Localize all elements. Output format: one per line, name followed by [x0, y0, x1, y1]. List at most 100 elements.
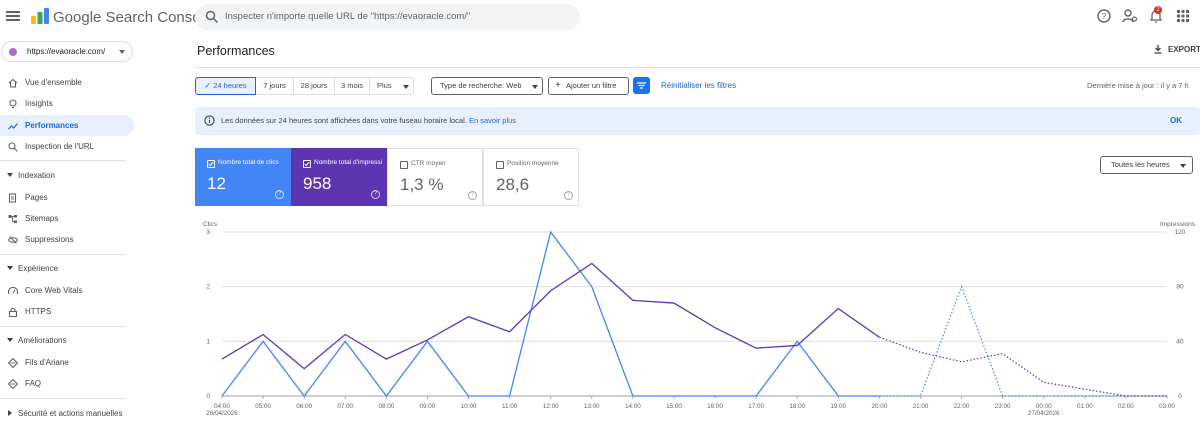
caret-down-icon — [7, 173, 13, 177]
help-icon[interactable]: ? — [1096, 8, 1112, 24]
diamond-icon — [8, 379, 18, 389]
sidebar-divider — [0, 254, 126, 255]
sidebar-item-performances[interactable]: Performances — [0, 115, 134, 136]
checkmark-icon: ✓ — [204, 81, 212, 90]
reset-filters-link[interactable]: Réinitialiser les filtres — [661, 81, 737, 90]
add-filter-button[interactable]: + Ajouter un filtre — [548, 77, 629, 95]
url-inspection-search[interactable]: Inspecter n'importe quelle URL de "https… — [195, 4, 580, 30]
sidebar-item-label: Inspection de l'URL — [25, 142, 95, 151]
sidebar-section-enhancements[interactable]: Améliorations — [0, 333, 130, 349]
sidebar-section-indexation[interactable]: Indexation — [0, 168, 130, 184]
range-7d-button[interactable]: 7 jours — [256, 77, 294, 95]
help-icon[interactable]: ? — [468, 191, 477, 200]
series-projection-clics — [879, 284, 1167, 397]
header-divider — [195, 67, 1200, 68]
export-button[interactable]: EXPORTI — [1153, 43, 1200, 57]
range-28d-button[interactable]: 28 jours — [294, 77, 335, 95]
x-date-label: 26/04/2026 — [206, 410, 238, 417]
help-icon[interactable]: ? — [371, 190, 380, 199]
apps-icon[interactable] — [1175, 8, 1191, 24]
sidebar-item-insights[interactable]: Insights — [0, 93, 134, 114]
x-tick-label: 15:00 — [666, 403, 682, 410]
range-label: 24 heures — [213, 81, 247, 90]
learn-more-link[interactable]: En savoir plus — [468, 116, 517, 125]
menu-icon[interactable] — [6, 9, 20, 23]
sidebar-item-core-web-vitals[interactable]: Core Web Vitals — [0, 280, 134, 301]
caret-down-icon — [7, 266, 13, 270]
search-icon — [205, 10, 219, 24]
x-tick-label: 21:00 — [913, 403, 929, 410]
sidebar-item-url-inspection[interactable]: Inspection de l'URL — [0, 136, 134, 157]
sidebar-item-faq[interactable]: FAQ — [0, 373, 134, 394]
performance-chart: Clics Impressions 0 1 2 3 0 40 80 120 04:0026/04/2… — [203, 221, 1196, 417]
caret-down-icon — [403, 85, 409, 89]
right-tick-label: 80 — [1176, 284, 1184, 291]
search-input[interactable]: Inspecter n'importe quelle URL de "https… — [225, 11, 471, 22]
metric-card-impressions[interactable]: Nombre total d'impressions 958 ? — [291, 148, 387, 206]
help-icon[interactable]: ? — [275, 190, 284, 199]
x-date-label: 27/04/2026 — [1028, 410, 1060, 417]
x-tick-label: 08:00 — [378, 403, 394, 410]
x-tick-label: 03:00 — [1159, 403, 1175, 410]
sidebar-item-breadcrumbs[interactable]: Fils d'Ariane — [0, 352, 134, 373]
sidebar-item-label: Suppressions — [25, 235, 74, 244]
download-icon — [1154, 45, 1162, 54]
banner-text: Les données sur 24 heures sont affichées… — [221, 116, 516, 125]
app-title: Google Search Console — [53, 9, 213, 26]
svg-text:?: ? — [1102, 12, 1107, 21]
sidebar-item-label: FAQ — [25, 379, 42, 388]
manage-accounts-icon[interactable] — [1122, 8, 1138, 24]
removal-icon — [8, 236, 18, 244]
x-tick-label: 17:00 — [748, 403, 764, 410]
sidebar-item-sitemaps[interactable]: Sitemaps — [0, 208, 134, 229]
range-24h-button[interactable]: ✓ 24 heures — [195, 77, 256, 95]
insights-icon — [9, 99, 17, 109]
caret-right-icon — [8, 410, 12, 416]
help-icon[interactable]: ? — [564, 191, 573, 200]
speed-icon — [8, 286, 18, 295]
x-tick-label: 05:00 — [255, 403, 271, 410]
search-type-filter[interactable]: Type de recherche: Web — [431, 77, 543, 95]
metric-card-ctr[interactable]: CTR moyen 1,3 % ? — [387, 148, 483, 206]
x-tick-label: 07:00 — [337, 403, 353, 410]
section-label: Expérience — [18, 264, 59, 273]
x-tick-label: 09:00 — [420, 403, 436, 410]
sidebar-divider — [0, 326, 126, 327]
sidebar-item-label: Fils d'Ariane — [25, 358, 69, 367]
page-title: Performances — [197, 44, 275, 58]
x-tick-label: 02:00 — [1118, 403, 1134, 410]
sidebar-section-security[interactable]: Sécurité et actions manuelles — [0, 406, 130, 422]
right-tick-label: 40 — [1176, 338, 1184, 345]
add-filter-label: Ajouter un filtre — [566, 81, 617, 90]
x-tick-label: 19:00 — [830, 403, 846, 410]
lock-icon — [8, 307, 18, 317]
left-axis-title: Clics — [203, 221, 218, 228]
range-3m-button[interactable]: 3 mois — [335, 77, 370, 95]
hours-select-label: Toutes les heures — [1111, 160, 1170, 169]
property-selector[interactable]: https://evaoracle.com/ — [1, 41, 133, 62]
sidebar-section-experience[interactable]: Expérience — [0, 261, 130, 277]
sidebar-item-removals[interactable]: Suppressions — [0, 229, 134, 250]
series-projection-impressions — [879, 336, 1167, 397]
metric-label: Position moyenne — [507, 160, 559, 167]
sidebar-item-https[interactable]: HTTPS — [0, 301, 134, 322]
banner-ok-button[interactable]: OK — [1170, 116, 1182, 125]
sidebar-item-overview[interactable]: Vue d'ensemble — [0, 72, 134, 93]
checkbox-unchecked-icon — [496, 161, 504, 169]
x-tick-label: 13:00 — [584, 403, 600, 410]
metric-value: 1,3 % — [400, 175, 444, 194]
sidebar-item-pages[interactable]: Pages — [0, 187, 134, 208]
filter-icon[interactable] — [633, 77, 650, 94]
section-label: Indexation — [18, 171, 55, 180]
metric-card-position[interactable]: Position moyenne 28,6 ? — [483, 148, 579, 206]
sidebar-divider — [0, 398, 126, 399]
range-more-button[interactable]: Plus — [370, 77, 414, 95]
metric-card-clicks[interactable]: Nombre total de clics 12 ? — [195, 148, 291, 206]
left-tick-label: 3 — [206, 229, 210, 236]
diamond-icon — [8, 358, 18, 368]
trending-up-icon — [8, 123, 18, 130]
chevron-down-icon — [119, 50, 125, 54]
metric-label: Nombre total de clics — [218, 159, 279, 166]
hours-select[interactable]: Toutes les heures — [1100, 156, 1193, 174]
range-label: Plus — [377, 81, 392, 90]
